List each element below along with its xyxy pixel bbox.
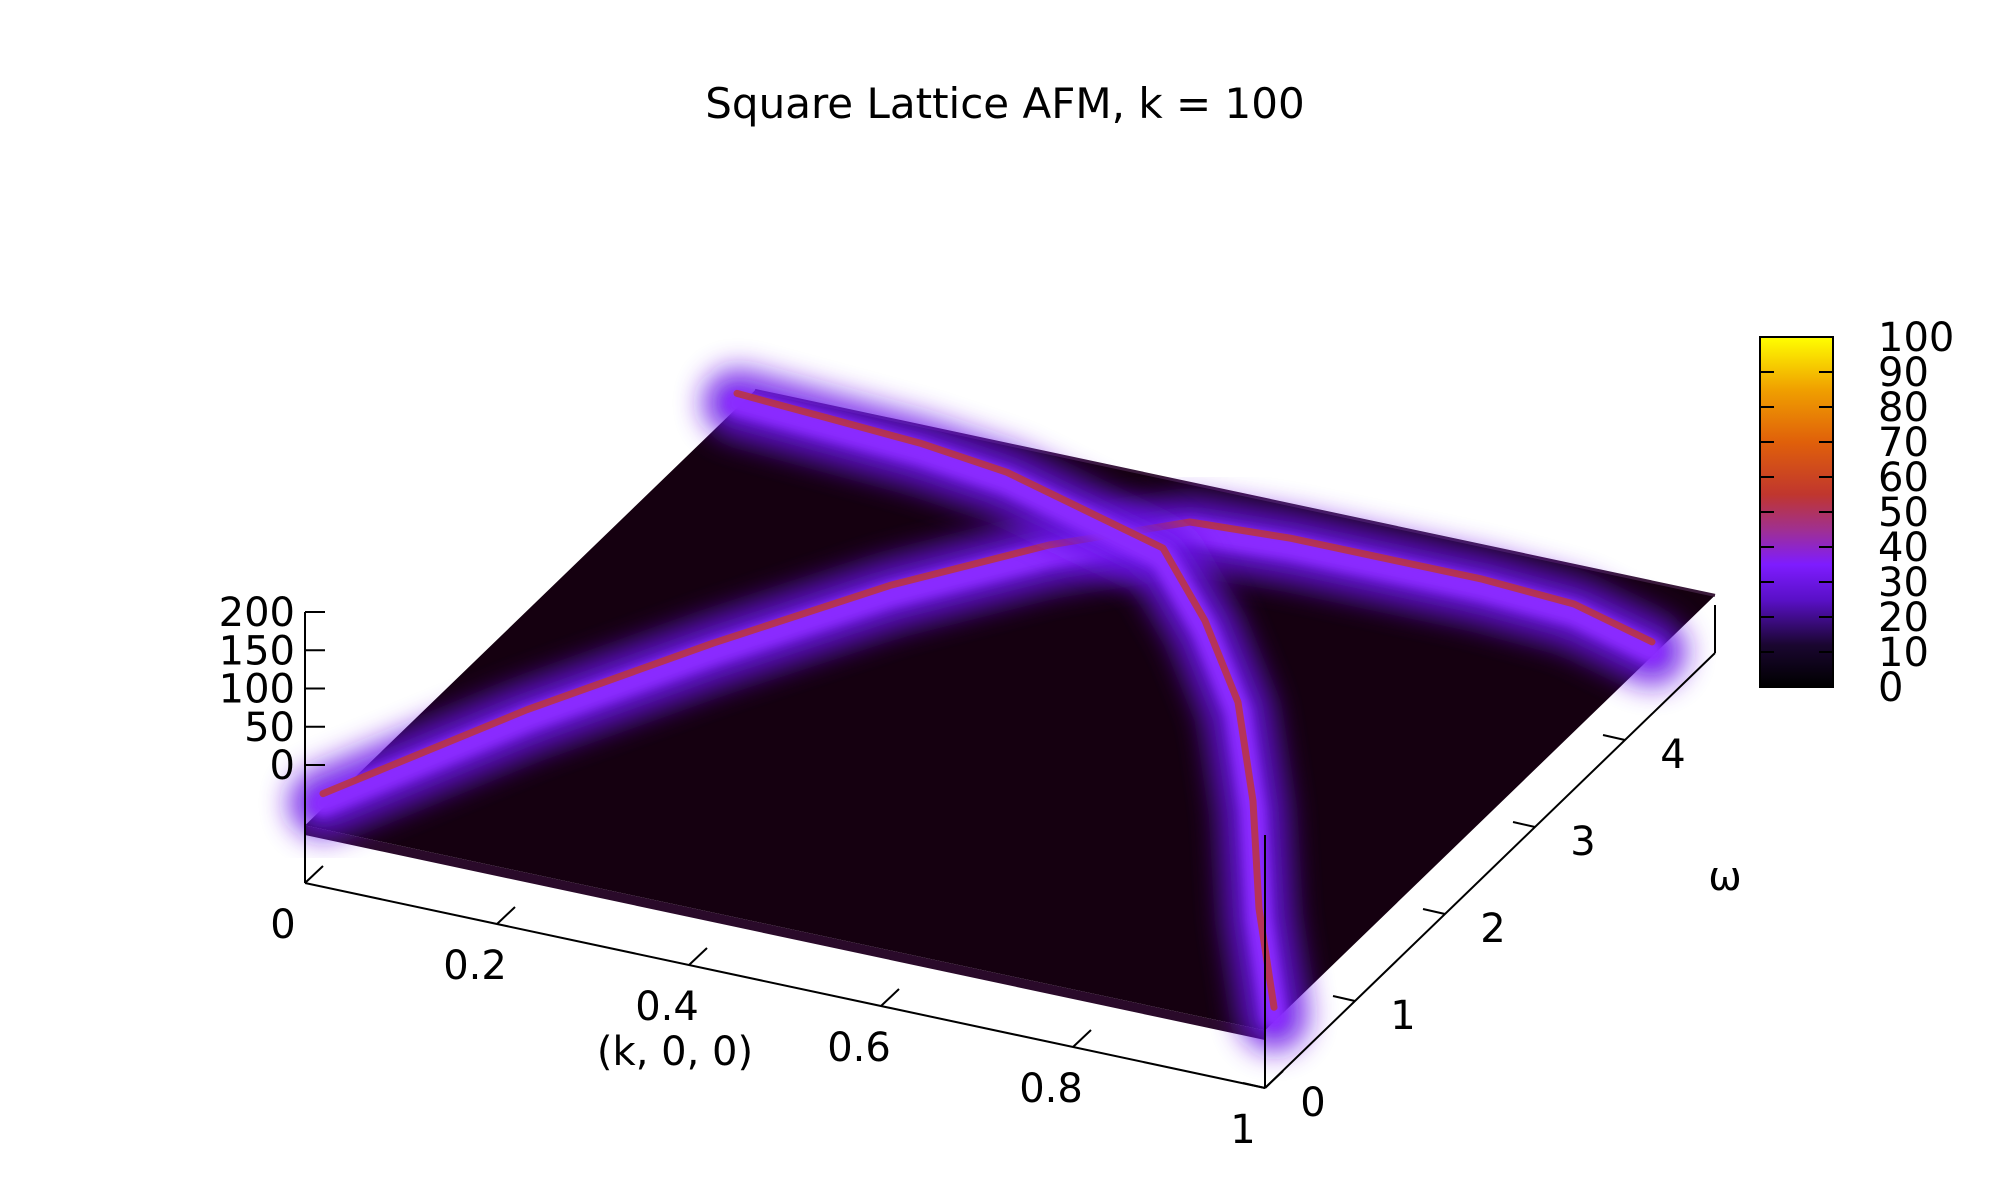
- z-tick-label: 100: [219, 667, 295, 713]
- colorbar-tick-label: 30: [1878, 560, 1929, 606]
- surface-front-skirt: [305, 825, 1265, 1040]
- x-tick-label: 0.6: [827, 1025, 891, 1071]
- colorbar-tick-label: 70: [1878, 420, 1929, 466]
- z-tick-label: 50: [244, 705, 295, 751]
- colorbar-tick-label: 10: [1878, 630, 1929, 676]
- z-tick-label: 150: [219, 628, 295, 674]
- colorbar-tick-label: 20: [1878, 595, 1929, 641]
- x-tick-mark: [496, 906, 516, 925]
- colorbar-tick-label: 80: [1878, 385, 1929, 431]
- y-tick-label: 0: [1300, 1080, 1325, 1126]
- colorbar-tick-label: 0: [1878, 665, 1903, 711]
- y-axis-line: [1264, 652, 1716, 1089]
- colorbar-tick-label: 100: [1878, 315, 1954, 361]
- x-tick-label: 0.8: [1019, 1066, 1083, 1112]
- colorbar-tick-label: 60: [1878, 455, 1929, 501]
- x-tick-label: 0.2: [443, 943, 507, 989]
- ridge-1: [310, 518, 1665, 817]
- x-tick-label: 1: [1230, 1107, 1255, 1153]
- y-tick-label: 1: [1390, 993, 1415, 1039]
- x-tick-mark: [880, 988, 900, 1007]
- y-tick-mark: [1602, 734, 1626, 741]
- z-tick-label: 0: [270, 743, 295, 789]
- y-tick-label: 3: [1570, 819, 1595, 865]
- colorbar-tick-label: 50: [1878, 490, 1929, 536]
- y-axis-label: ω: [1708, 854, 1742, 900]
- x-tick-label: 0.4: [635, 984, 699, 1030]
- y-tick-mark: [1512, 821, 1536, 828]
- y-tick-label: 2: [1480, 906, 1505, 952]
- x-tick-mark: [304, 865, 324, 884]
- y-tick-mark: [1422, 908, 1446, 915]
- x-axis-line: [304, 882, 1266, 1089]
- y-tick-mark: [1332, 995, 1356, 1002]
- ridge-layer: [288, 368, 1687, 1052]
- x-tick-mark: [1072, 1029, 1092, 1048]
- x-axis-label: (k, 0, 0): [597, 1029, 753, 1075]
- colorbar-tick-label: 90: [1878, 350, 1929, 396]
- z-tick-label: 200: [219, 590, 295, 636]
- y-tick-label: 4: [1660, 732, 1685, 778]
- colorbar-tick-label: 40: [1878, 525, 1929, 571]
- chart-title: Square Lattice AFM, k = 100: [705, 79, 1304, 128]
- ridge-crest-2: [733, 389, 1278, 1011]
- x-tick-label: 0: [270, 902, 295, 948]
- y-tick-mark: [1242, 1082, 1266, 1089]
- ridge-crest-1: [319, 518, 1656, 798]
- x-tick-mark: [688, 947, 708, 966]
